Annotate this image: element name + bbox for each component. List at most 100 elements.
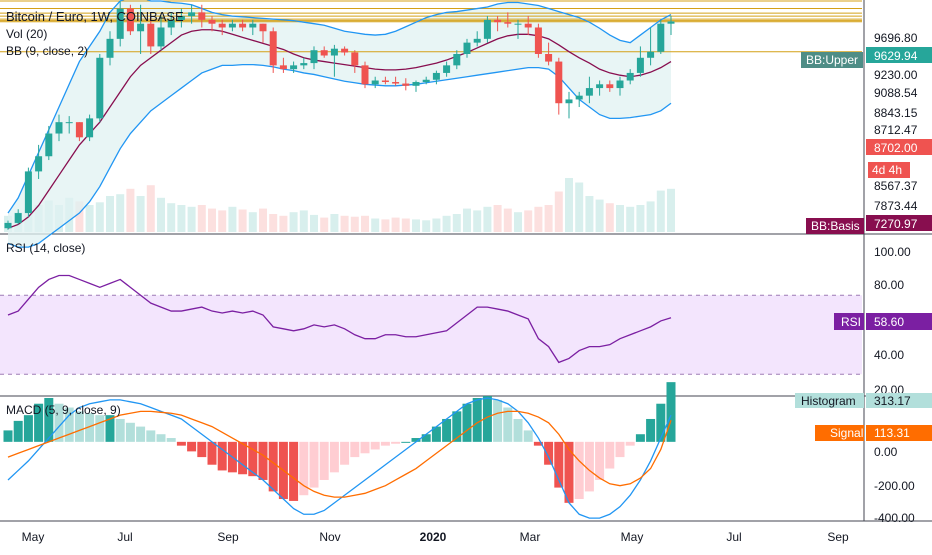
macd-histogram-bar xyxy=(391,441,401,444)
candle xyxy=(361,61,369,89)
volume-bar xyxy=(503,208,512,232)
candle xyxy=(157,16,165,51)
candle-body xyxy=(534,27,542,54)
time-tick-label: Sep xyxy=(827,530,849,544)
rsi-tick-label: 100.00 xyxy=(874,245,911,259)
volume-bar xyxy=(187,206,196,232)
candle-body xyxy=(432,72,440,80)
candle xyxy=(636,46,644,77)
candle xyxy=(208,16,216,32)
candle xyxy=(86,114,94,142)
price-tick-label: 9696.80 xyxy=(874,31,918,45)
candle-body xyxy=(300,63,308,66)
volume-bar xyxy=(116,194,125,232)
candle xyxy=(177,8,185,28)
rsi-tick-label: 40.00 xyxy=(874,348,904,362)
symbol-title: Bitcoin / Euro, 1W, COINBASE xyxy=(6,9,184,24)
price-panel[interactable] xyxy=(0,0,862,248)
candle xyxy=(167,12,175,36)
candle xyxy=(667,16,675,36)
candle-body xyxy=(167,19,175,28)
candle-body xyxy=(310,50,318,64)
candle-body xyxy=(4,222,12,229)
price-badge xyxy=(866,47,932,63)
volume-bar xyxy=(238,209,247,232)
candle-body xyxy=(524,23,532,28)
rsi-badge-label: RSI xyxy=(841,315,861,329)
candle xyxy=(647,27,655,66)
candle xyxy=(483,16,491,43)
volume-bar xyxy=(218,210,227,232)
macd-histogram-bar xyxy=(125,422,135,442)
candle-body xyxy=(392,82,400,84)
candle-body xyxy=(96,57,104,119)
candle xyxy=(269,27,277,73)
volume-bar xyxy=(636,205,645,232)
rsi-panel[interactable] xyxy=(0,274,862,375)
volume-bar xyxy=(75,201,84,232)
volume-bar xyxy=(554,191,563,232)
macd-histogram-bar xyxy=(54,403,64,442)
macd-histogram-bar xyxy=(554,441,564,488)
histogram-badge xyxy=(795,393,864,408)
macd-histogram-bar xyxy=(268,441,278,492)
macd-tick-label: -400.00 xyxy=(874,511,915,525)
volume-bar xyxy=(371,218,380,232)
volume-bar xyxy=(616,205,624,232)
candle-body xyxy=(259,23,267,32)
volume-bar xyxy=(514,212,522,232)
macd-panel[interactable] xyxy=(3,382,676,519)
candle xyxy=(249,19,257,36)
bb-band-fill xyxy=(8,0,671,248)
time-tick-label: Jul xyxy=(726,530,741,544)
candle-body xyxy=(473,38,481,43)
macd-histogram-bar xyxy=(656,403,666,442)
candle-body xyxy=(137,23,145,32)
macd-histogram-bar xyxy=(625,441,635,446)
volume-bar xyxy=(575,182,584,232)
volume-bar xyxy=(381,219,390,232)
candle xyxy=(534,23,542,58)
volume-bar xyxy=(289,212,298,232)
macd-histogram-bar xyxy=(523,430,533,442)
volume-bar xyxy=(279,215,288,232)
candle-body xyxy=(616,80,624,89)
candle xyxy=(45,125,53,161)
price-tick-label: 8712.47 xyxy=(874,123,918,137)
candle xyxy=(524,16,532,36)
candle xyxy=(198,4,206,28)
macd-histogram-bar xyxy=(299,441,309,496)
candle xyxy=(24,167,32,217)
candle xyxy=(188,4,196,24)
macd-histogram-bar xyxy=(319,441,329,480)
candle-body xyxy=(157,27,165,47)
candle-body xyxy=(371,80,379,85)
macd-histogram-bar xyxy=(329,441,339,473)
candle xyxy=(606,80,614,92)
bb-basis-badge xyxy=(806,218,864,234)
macd-histogram-bar xyxy=(411,438,421,442)
macd-histogram-bar xyxy=(13,420,23,442)
candle xyxy=(494,16,502,32)
volume-bar xyxy=(605,203,614,232)
candle xyxy=(35,144,43,179)
macd-histogram-bar xyxy=(482,396,492,442)
candle xyxy=(371,76,379,89)
volume-bar xyxy=(228,206,237,232)
candle xyxy=(657,19,665,54)
candle-body xyxy=(239,23,247,28)
candle-body xyxy=(463,42,471,54)
candle xyxy=(575,91,583,108)
macd-histogram-bar xyxy=(176,441,186,446)
candle xyxy=(75,122,83,142)
candle-body xyxy=(412,82,420,86)
time-tick-label: Nov xyxy=(319,530,340,544)
candle-body xyxy=(585,88,593,96)
price-tick-label: 9088.54 xyxy=(874,86,918,100)
volume-bar xyxy=(585,196,594,232)
volume-bar xyxy=(157,197,165,232)
macd-histogram-bar xyxy=(217,441,227,471)
candle xyxy=(4,220,12,230)
